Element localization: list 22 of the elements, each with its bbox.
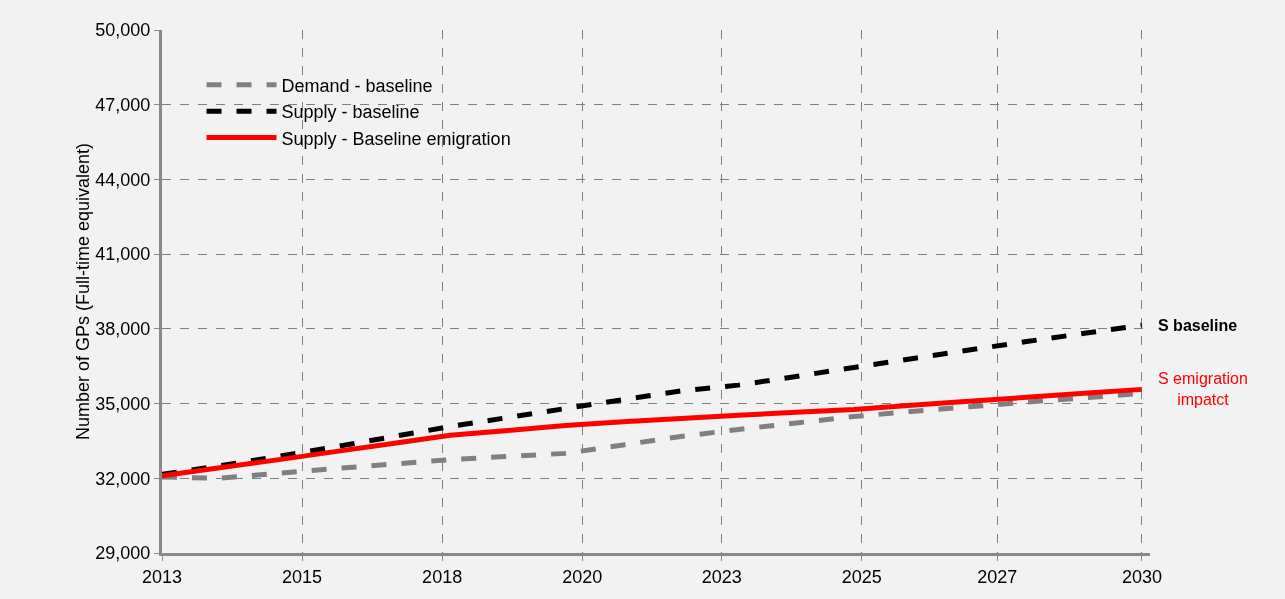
x-tick-label: 2018 [422,566,463,587]
x-tick-label: 2015 [282,566,323,587]
y-tick-label: 50,000 [95,20,151,41]
y-tick-label: 29,000 [95,543,151,564]
y-tick-label: 35,000 [95,393,151,414]
x-tick-label: 2025 [841,566,882,587]
x-tick-label: 2027 [977,566,1018,587]
y-tick-label: 38,000 [95,319,151,340]
annotation: S emigration impatct [1158,370,1248,408]
legend-label: Demand - baseline [281,75,433,96]
y-axis-title: Number of GPs (Full-time equivalent) [73,142,94,441]
legend-label: Supply - baseline [281,102,420,123]
y-tick-label: 32,000 [95,468,151,489]
y-tick-label: 47,000 [95,95,151,116]
x-tick-label: 2013 [141,566,183,587]
x-tick-label: 2030 [1121,566,1162,587]
legend-label: Supply - Baseline emigration [281,128,511,149]
y-tick-label: 41,000 [95,244,151,265]
x-tick-label: 2020 [562,566,603,587]
annotation: S baseline [1158,317,1238,334]
y-tick-label: 44,000 [95,169,151,190]
x-tick-label: 2023 [701,566,742,587]
